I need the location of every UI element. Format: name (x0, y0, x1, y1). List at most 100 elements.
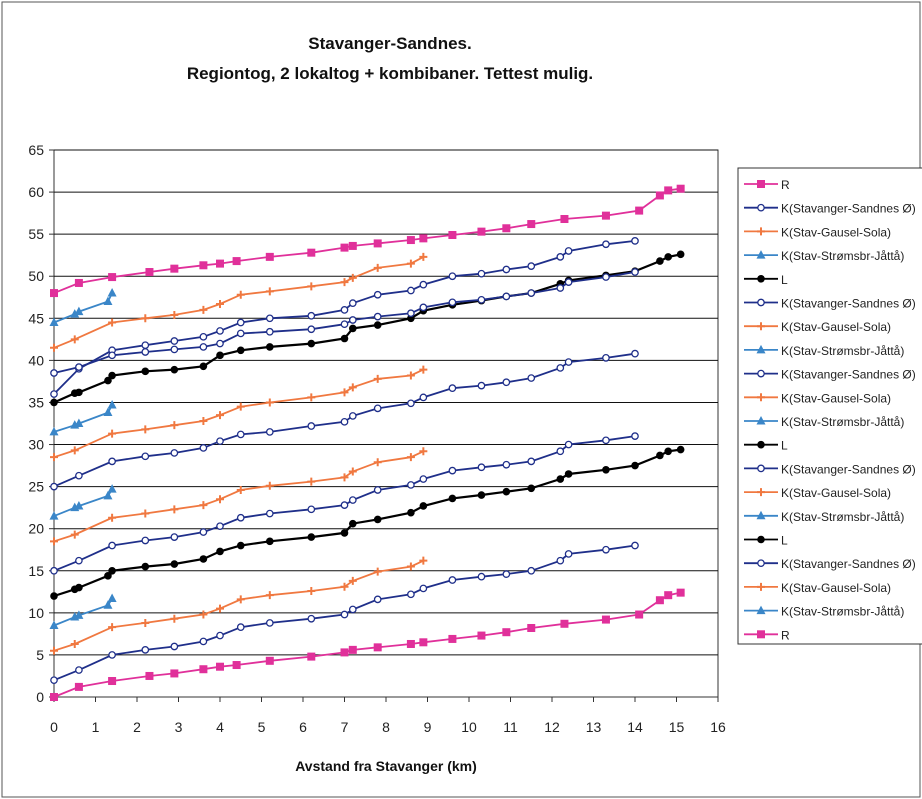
legend-label: R (781, 178, 790, 192)
data-point (307, 325, 316, 334)
data-point (556, 253, 565, 261)
data-point (75, 583, 83, 592)
data-point (448, 494, 457, 503)
data-point (170, 642, 179, 651)
data-point (103, 407, 113, 417)
data-point (75, 556, 83, 565)
data-point (216, 327, 224, 335)
data-point (602, 240, 610, 249)
data-point (170, 533, 179, 541)
data-point (631, 432, 639, 440)
data-point (502, 292, 511, 301)
data-point (170, 365, 179, 374)
data-point (664, 186, 673, 195)
data-point (307, 339, 316, 348)
data-point (141, 341, 150, 350)
data-point (757, 535, 765, 544)
data-point (170, 614, 179, 623)
data-point (757, 440, 765, 449)
data-point (448, 576, 457, 584)
data-point (676, 184, 685, 193)
data-point (373, 595, 382, 604)
data-point (348, 412, 357, 420)
data-point (50, 369, 58, 377)
data-point (108, 351, 116, 360)
legend-entry: K(Stav-Strømsbr-Jåttå) (744, 344, 904, 358)
data-point (75, 363, 83, 371)
series-6 (50, 365, 428, 462)
data-point (527, 220, 536, 229)
data-point (108, 457, 116, 466)
legend-label: K(Stavanger-Sandnes Ø) (781, 462, 916, 476)
data-point (373, 458, 382, 467)
data-point (419, 303, 428, 312)
data-point (104, 572, 112, 580)
data-point (307, 393, 316, 402)
data-point (757, 488, 765, 497)
data-point (108, 318, 117, 327)
data-point (141, 367, 150, 376)
data-point (141, 618, 150, 627)
legend-entry: L (744, 273, 788, 287)
data-point (527, 623, 536, 632)
series-9 (50, 447, 428, 546)
data-point (216, 339, 224, 348)
data-point (407, 481, 415, 489)
data-point (49, 317, 59, 327)
data-point (199, 332, 208, 341)
data-point (601, 615, 610, 624)
data-point (406, 371, 415, 380)
data-point (145, 671, 154, 680)
data-point (141, 452, 150, 461)
data-point (70, 530, 79, 539)
series-12 (50, 432, 639, 575)
data-point (199, 665, 208, 674)
data-point (757, 227, 765, 236)
data-point (406, 453, 415, 462)
data-point (419, 447, 428, 456)
data-point (560, 215, 569, 224)
y-tick-label: 40 (28, 352, 44, 368)
legend-label: L (781, 273, 788, 287)
series-19 (50, 588, 685, 701)
data-point (307, 422, 316, 430)
series-16 (50, 541, 639, 685)
data-point (631, 541, 639, 550)
data-point (49, 511, 59, 520)
data-point (216, 411, 224, 420)
data-point (340, 417, 349, 426)
data-point (448, 634, 457, 643)
data-point (602, 273, 610, 281)
data-point (655, 596, 664, 605)
data-point (556, 284, 565, 292)
legend-label: K(Stav-Strømsbr-Jåttå) (781, 605, 904, 619)
data-point (307, 248, 316, 257)
legend-entry: L (744, 534, 788, 548)
data-point (108, 541, 116, 550)
data-point (527, 262, 536, 270)
legend-label: K(Stav-Strømsbr-Jåttå) (781, 249, 904, 263)
data-point (199, 555, 208, 563)
data-point (676, 588, 685, 597)
data-point (108, 566, 116, 575)
data-point (265, 619, 274, 627)
data-point (602, 354, 610, 362)
data-point (406, 259, 415, 268)
data-point (141, 314, 150, 323)
data-point (216, 259, 224, 268)
data-point (348, 316, 357, 324)
series-13 (50, 556, 428, 655)
data-point (236, 541, 245, 550)
data-point (373, 239, 382, 248)
plot-area (53, 149, 719, 698)
y-tick-label: 35 (28, 394, 44, 410)
data-point (103, 600, 113, 609)
data-point (564, 358, 573, 366)
data-point (502, 224, 511, 233)
data-point (50, 537, 58, 546)
data-point (199, 305, 208, 314)
data-point (527, 289, 536, 297)
legend-label: R (781, 628, 790, 642)
data-point (757, 180, 765, 188)
data-point (527, 484, 536, 493)
